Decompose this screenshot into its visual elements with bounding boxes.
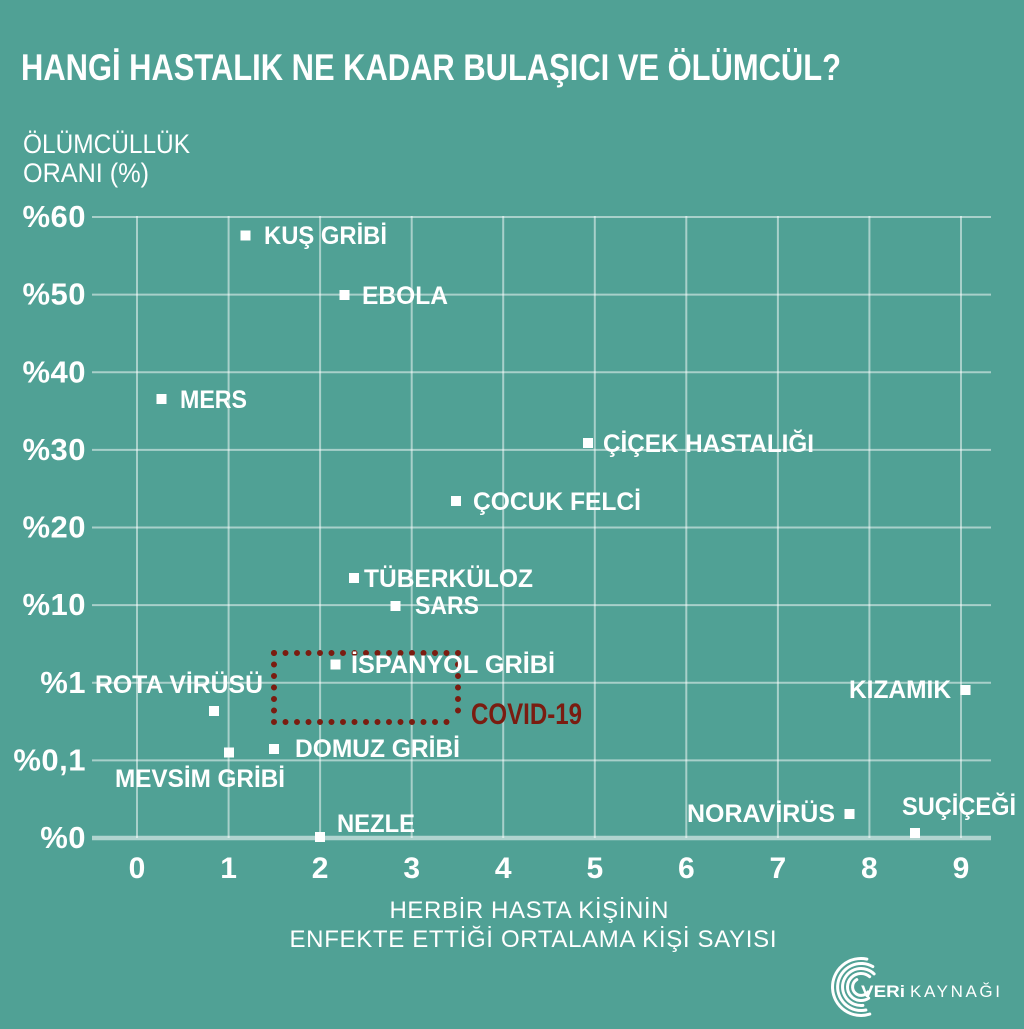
- svg-text:ENFEKTE ETTİĞİ ORTALAMA KİŞİ S: ENFEKTE ETTİĞİ ORTALAMA KİŞİ SAYISI: [290, 926, 777, 953]
- svg-text:NEZLE: NEZLE: [337, 810, 415, 838]
- svg-text:3: 3: [403, 852, 420, 885]
- svg-text:KIZAMIK: KIZAMIK: [849, 676, 951, 704]
- svg-text:SARS: SARS: [415, 592, 479, 620]
- svg-text:EBOLA: EBOLA: [362, 282, 448, 310]
- svg-text:MERS: MERS: [180, 386, 247, 414]
- svg-text:9: 9: [953, 852, 970, 885]
- svg-text:HERBİR HASTA KİŞİNİN: HERBİR HASTA KİŞİNİN: [390, 897, 669, 924]
- svg-text:%0: %0: [40, 820, 86, 855]
- svg-text:ORANI (%): ORANI (%): [23, 158, 149, 188]
- svg-text:%10: %10: [22, 587, 86, 622]
- svg-text:6: 6: [678, 852, 695, 885]
- svg-text:%0,1: %0,1: [13, 742, 86, 777]
- svg-text:%1: %1: [40, 665, 86, 700]
- svg-text:0: 0: [129, 852, 146, 885]
- svg-text:NORAVİRÜS: NORAVİRÜS: [687, 799, 835, 828]
- svg-text:TÜBERKÜLOZ: TÜBERKÜLOZ: [364, 564, 533, 593]
- svg-text:7: 7: [770, 852, 787, 885]
- svg-text:%60: %60: [22, 199, 86, 234]
- svg-text:HANGİ HASTALIK NE KADAR BULAŞI: HANGİ HASTALIK NE KADAR BULAŞICI VE ÖLÜM…: [21, 47, 841, 88]
- svg-text:1: 1: [220, 852, 237, 885]
- svg-text:%50: %50: [22, 277, 86, 312]
- svg-text:KAYNAĞI: KAYNAĞI: [910, 982, 1000, 1001]
- svg-text:2: 2: [312, 852, 329, 885]
- svg-text:DOMUZ GRİBİ: DOMUZ GRİBİ: [295, 735, 460, 763]
- svg-text:ROTA VİRÜSÜ: ROTA VİRÜSÜ: [95, 670, 263, 699]
- svg-text:ÖLÜMCÜLLÜK: ÖLÜMCÜLLÜK: [23, 129, 190, 159]
- svg-text:MEVSİM GRİBİ: MEVSİM GRİBİ: [115, 765, 285, 793]
- svg-text:5: 5: [586, 852, 603, 885]
- svg-text:%20: %20: [22, 510, 86, 545]
- svg-text:%30: %30: [22, 432, 86, 467]
- svg-text:SUÇİÇEĞİ: SUÇİÇEĞİ: [902, 792, 1016, 821]
- svg-text:KUŞ GRİBİ: KUŞ GRİBİ: [264, 222, 387, 250]
- svg-text:VERi: VERi: [861, 982, 905, 1001]
- svg-text:8: 8: [861, 852, 878, 885]
- svg-text:ÇİÇEK HASTALIĞI: ÇİÇEK HASTALIĞI: [603, 429, 814, 458]
- svg-text:ÇOCUK FELCİ: ÇOCUK FELCİ: [473, 488, 641, 516]
- svg-text:%40: %40: [22, 354, 86, 389]
- svg-text:İSPANYOL GRİBİ: İSPANYOL GRİBİ: [351, 651, 555, 679]
- svg-text:COVID-19: COVID-19: [471, 698, 582, 731]
- svg-text:4: 4: [495, 852, 512, 885]
